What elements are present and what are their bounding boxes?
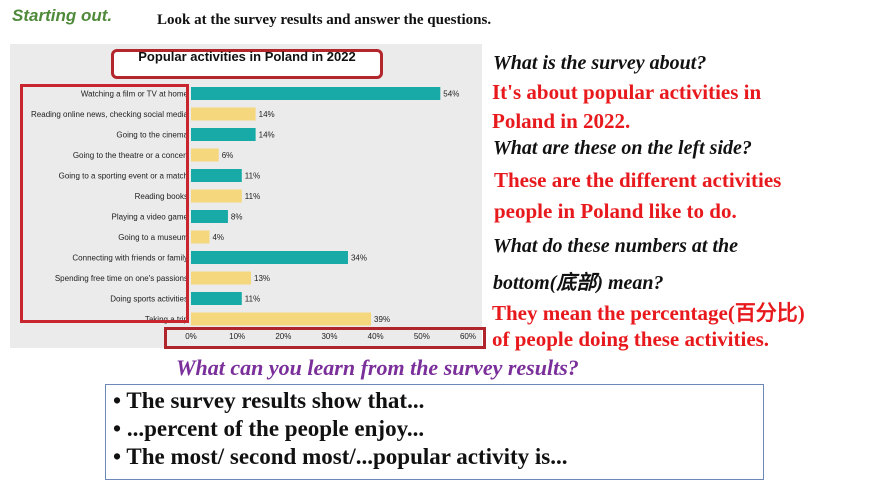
bullet-item-2: • ...percent of the people enjoy... xyxy=(113,416,425,441)
value-label: 14% xyxy=(259,131,275,140)
x-tick-label: 60% xyxy=(460,332,476,341)
bar xyxy=(191,312,372,326)
value-label: 11% xyxy=(245,295,260,304)
question-numbers-line1: What do these numbers at the xyxy=(493,235,739,257)
category-label: Spending free time on one's passions xyxy=(55,274,188,283)
category-label: Doing sports activities xyxy=(110,295,188,304)
value-label: 11% xyxy=(245,192,260,201)
bar xyxy=(191,210,228,223)
value-label: 54% xyxy=(443,90,459,99)
x-tick-label: 0% xyxy=(185,332,197,341)
value-label: 4% xyxy=(212,233,224,242)
answer-numbers-line1: They mean the percentage(百分比) xyxy=(492,301,805,325)
bullet-item-1: • The survey results show that... xyxy=(113,388,425,413)
category-label: Going to a museum xyxy=(118,233,188,242)
category-label: Going to a sporting event or a match xyxy=(59,172,188,181)
answer-survey-about-line2: Poland in 2022. xyxy=(492,109,631,133)
answer-left-side-line2: people in Poland like to do. xyxy=(494,199,737,223)
x-tick-label: 20% xyxy=(275,332,291,341)
category-label: Playing a video game xyxy=(112,213,189,222)
x-tick-label: 50% xyxy=(414,332,430,341)
category-label: Reading online news, checking social med… xyxy=(31,110,189,119)
bar xyxy=(191,271,252,285)
value-label: 11% xyxy=(245,172,260,181)
answer-numbers-line2: of people doing these activities. xyxy=(492,327,770,351)
instruction: Look at the survey results and answer th… xyxy=(157,12,492,28)
bar xyxy=(191,87,441,100)
category-label: Connecting with friends or family xyxy=(72,254,188,263)
category-label: Going to the theatre or a concert xyxy=(73,151,189,160)
x-tick-label: 10% xyxy=(229,332,245,341)
bar xyxy=(191,107,256,121)
answer-left-side-line1: These are the different activities xyxy=(494,168,782,192)
value-label: 6% xyxy=(222,151,234,160)
value-label: 39% xyxy=(374,315,390,324)
bar xyxy=(191,292,242,305)
bullet-text-2: ...percent of the people enjoy... xyxy=(126,416,425,441)
question-learn: What can you learn from the survey resul… xyxy=(176,355,579,380)
bullet-text-3: The most/ second most/...popular activit… xyxy=(126,444,568,469)
bullet-item-3: • The most/ second most/...popular activ… xyxy=(113,444,568,469)
answer-survey-about-line1: It's about popular activities in xyxy=(492,80,762,104)
bar xyxy=(191,128,256,141)
category-label: Watching a film or TV at home xyxy=(81,90,189,99)
bar xyxy=(191,169,242,182)
x-tick-label: 40% xyxy=(368,332,384,341)
value-label: 8% xyxy=(231,213,243,222)
value-label: 14% xyxy=(259,110,275,119)
bar xyxy=(191,230,210,244)
heading: Starting out. xyxy=(12,6,113,25)
bar xyxy=(191,189,242,203)
question-left-side: What are these on the left side? xyxy=(493,137,752,159)
x-tick-label: 30% xyxy=(321,332,337,341)
x-axis-frame xyxy=(164,327,486,349)
value-label: 34% xyxy=(351,254,367,263)
category-labels-frame xyxy=(20,84,189,323)
bar xyxy=(191,251,348,264)
category-label: Going to the cinema xyxy=(116,131,188,140)
bullet-text-1: The survey results show that... xyxy=(126,388,425,413)
sentence-frames-box xyxy=(105,384,764,480)
bar xyxy=(191,148,219,162)
value-label: 13% xyxy=(254,274,270,283)
category-label: Taking a trip xyxy=(145,315,189,324)
question-survey-about: What is the survey about? xyxy=(493,52,707,74)
category-label: Reading books xyxy=(135,192,188,201)
question-numbers-line2: bottom(底部) mean? xyxy=(493,272,664,294)
chart-title-frame xyxy=(111,49,383,79)
chart-title: Popular activities in Poland in 2022 xyxy=(138,49,356,64)
